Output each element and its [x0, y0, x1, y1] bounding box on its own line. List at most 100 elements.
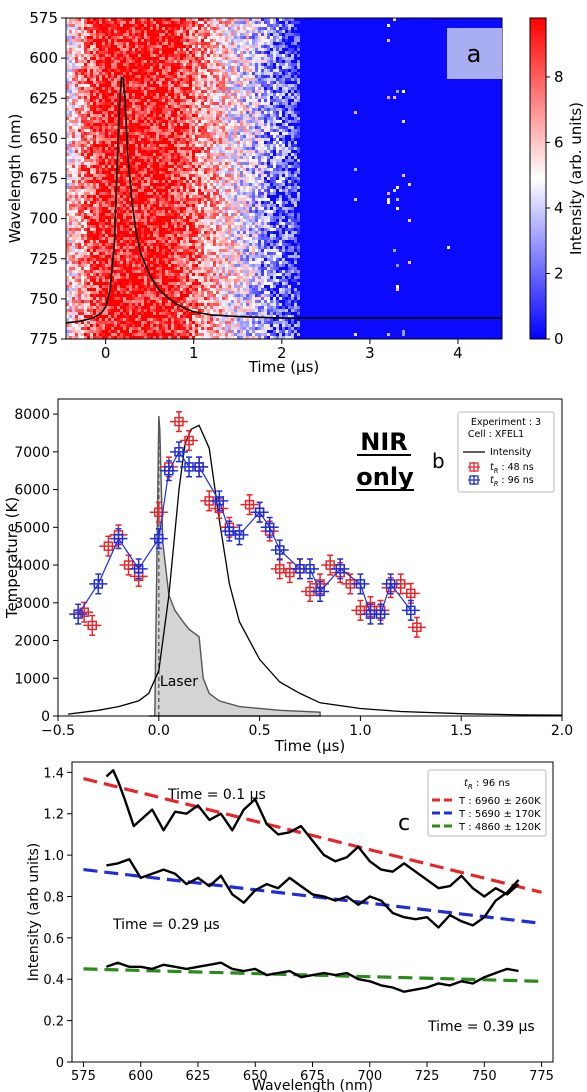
- x-tick-label: 0: [101, 344, 111, 362]
- panel-a-label-box: [447, 28, 502, 79]
- colorbar-label: Intensity (arb. units): [567, 102, 585, 255]
- y-tick-label: 8000: [14, 407, 50, 423]
- legend-title-line: Experiment : 3: [471, 417, 541, 428]
- data-point: [194, 462, 204, 472]
- y-tick-label: 775: [29, 330, 58, 348]
- data-point: [264, 522, 275, 533]
- intensity-curve: [68, 424, 563, 716]
- colorbar-tick-label: 2: [554, 264, 564, 282]
- y-tick-label: 0.2: [43, 1015, 64, 1030]
- x-tick-label: 1: [189, 344, 199, 362]
- data-point: [315, 586, 325, 597]
- data-point: [224, 526, 235, 536]
- data-point: [214, 496, 225, 506]
- legend-swatch-marker: [469, 475, 479, 485]
- y-tick-label: 5000: [14, 520, 50, 536]
- x-axis-label: Wavelength (nm): [252, 1078, 373, 1092]
- x-axis-label: Time (μs): [248, 358, 320, 376]
- y-axis-label: Temperature (K): [3, 497, 21, 619]
- data-point: [154, 533, 164, 544]
- panel-a-label: a: [467, 40, 482, 68]
- series-tr-96ns: [69, 441, 420, 625]
- data-point: [385, 579, 396, 589]
- data-point: [406, 605, 416, 616]
- y-tick-label: 700: [29, 210, 58, 228]
- data-point: [174, 447, 184, 457]
- data-point: [174, 416, 184, 427]
- legend-entry: tR : 96 ns: [490, 475, 534, 488]
- annotation-nir: NIR: [360, 428, 408, 456]
- panel-c: Time = 0.1 μs Time = 0.29 μs Time = 0.39 μ…: [26, 761, 554, 1092]
- x-tick-label: 0.5: [248, 723, 270, 739]
- x-tick-label: −0.5: [41, 723, 75, 739]
- y-tick-label: 0: [56, 1056, 64, 1071]
- legend-entry: T : 6960 ± 260K: [458, 796, 541, 807]
- data-point: [164, 465, 174, 476]
- intensity-profile-line: [65, 75, 502, 324]
- y-tick-label: 750: [29, 290, 58, 308]
- x-tick-label: 4: [453, 344, 463, 362]
- fit-line-3: [83, 967, 542, 983]
- y-tick-label: 0: [41, 709, 50, 725]
- colorbar-tick-label: 0: [554, 330, 564, 348]
- x-tick-label: 725: [415, 1069, 440, 1084]
- colorbar: [529, 17, 547, 340]
- legend-c: tR : 96 ns T : 6960 ± 260K T : 5690 ± 170K…: [427, 769, 547, 837]
- y-tick-label: 7000: [14, 445, 50, 461]
- y-tick-label: 725: [29, 250, 58, 268]
- heatmap-cells: [66, 18, 502, 339]
- x-tick-label: 575: [71, 1069, 96, 1084]
- data-point: [133, 564, 144, 574]
- x-tick-label: 1.0: [349, 723, 371, 739]
- x-tick-label: 0.0: [148, 723, 170, 739]
- data-point: [355, 579, 366, 589]
- legend-title: tR : 96 ns: [464, 778, 510, 791]
- annotation-time-0-29: Time = 0.29 μs: [112, 917, 220, 933]
- colorbar-tick-label: 6: [554, 133, 564, 151]
- annotation-time-0-1: Time = 0.1 μs: [167, 787, 266, 803]
- y-tick-label: 1.4: [43, 766, 64, 781]
- legend-swatch-marker: [469, 462, 479, 472]
- x-tick-label: 1.5: [450, 723, 472, 739]
- x-tick-label: 650: [243, 1069, 268, 1084]
- y-tick-label: 2000: [14, 634, 50, 650]
- panel-a: a 0 1 2 3 4 575 600 625 650 675 700 725 750 775 Time (μ…: [6, 9, 585, 376]
- data-point: [305, 564, 315, 574]
- data-point: [355, 605, 366, 616]
- data-point: [73, 609, 83, 619]
- annotation-time-0-39: Time = 0.39 μs: [427, 1019, 535, 1035]
- y-tick-label: 600: [29, 49, 58, 67]
- data-point: [113, 533, 124, 544]
- y-axis-label: Wavelength (nm): [6, 114, 24, 244]
- fit-line-1: [83, 776, 542, 894]
- y-tick-label: 6000: [14, 483, 50, 499]
- legend-entry: tR : 48 ns: [490, 462, 534, 475]
- legend-box: [457, 411, 555, 493]
- panel-b-frame: [57, 398, 563, 717]
- data-point: [412, 622, 422, 633]
- legend-entry: T : 4860 ± 120K: [458, 822, 541, 833]
- data-point: [275, 545, 285, 555]
- x-tick-label: 700: [357, 1069, 382, 1084]
- fit-line-2: [83, 867, 542, 925]
- colorbar-tick-label: 4: [554, 199, 564, 217]
- x-tick-label: 2.0: [551, 723, 573, 739]
- x-axis-label: Time (μs): [274, 737, 346, 755]
- annotation-only: only: [356, 463, 414, 491]
- series-line: [77, 450, 412, 615]
- y-tick-label: 1.0: [43, 849, 64, 864]
- data-point: [244, 499, 255, 510]
- y-axis-label: Intensity (arb units): [26, 843, 42, 981]
- laser-profile-fill: [148, 415, 321, 717]
- y-tick-label: 625: [29, 89, 58, 107]
- x-tick-label: 775: [529, 1069, 554, 1084]
- y-tick-label: 575: [29, 9, 58, 27]
- data-point: [406, 588, 416, 599]
- x-tick-label: 750: [472, 1069, 497, 1084]
- data-point: [375, 609, 386, 619]
- y-tick-label: 0.4: [43, 973, 64, 988]
- data-point: [275, 564, 285, 574]
- data-point: [123, 560, 134, 570]
- colorbar-tick-label: 8: [554, 68, 564, 86]
